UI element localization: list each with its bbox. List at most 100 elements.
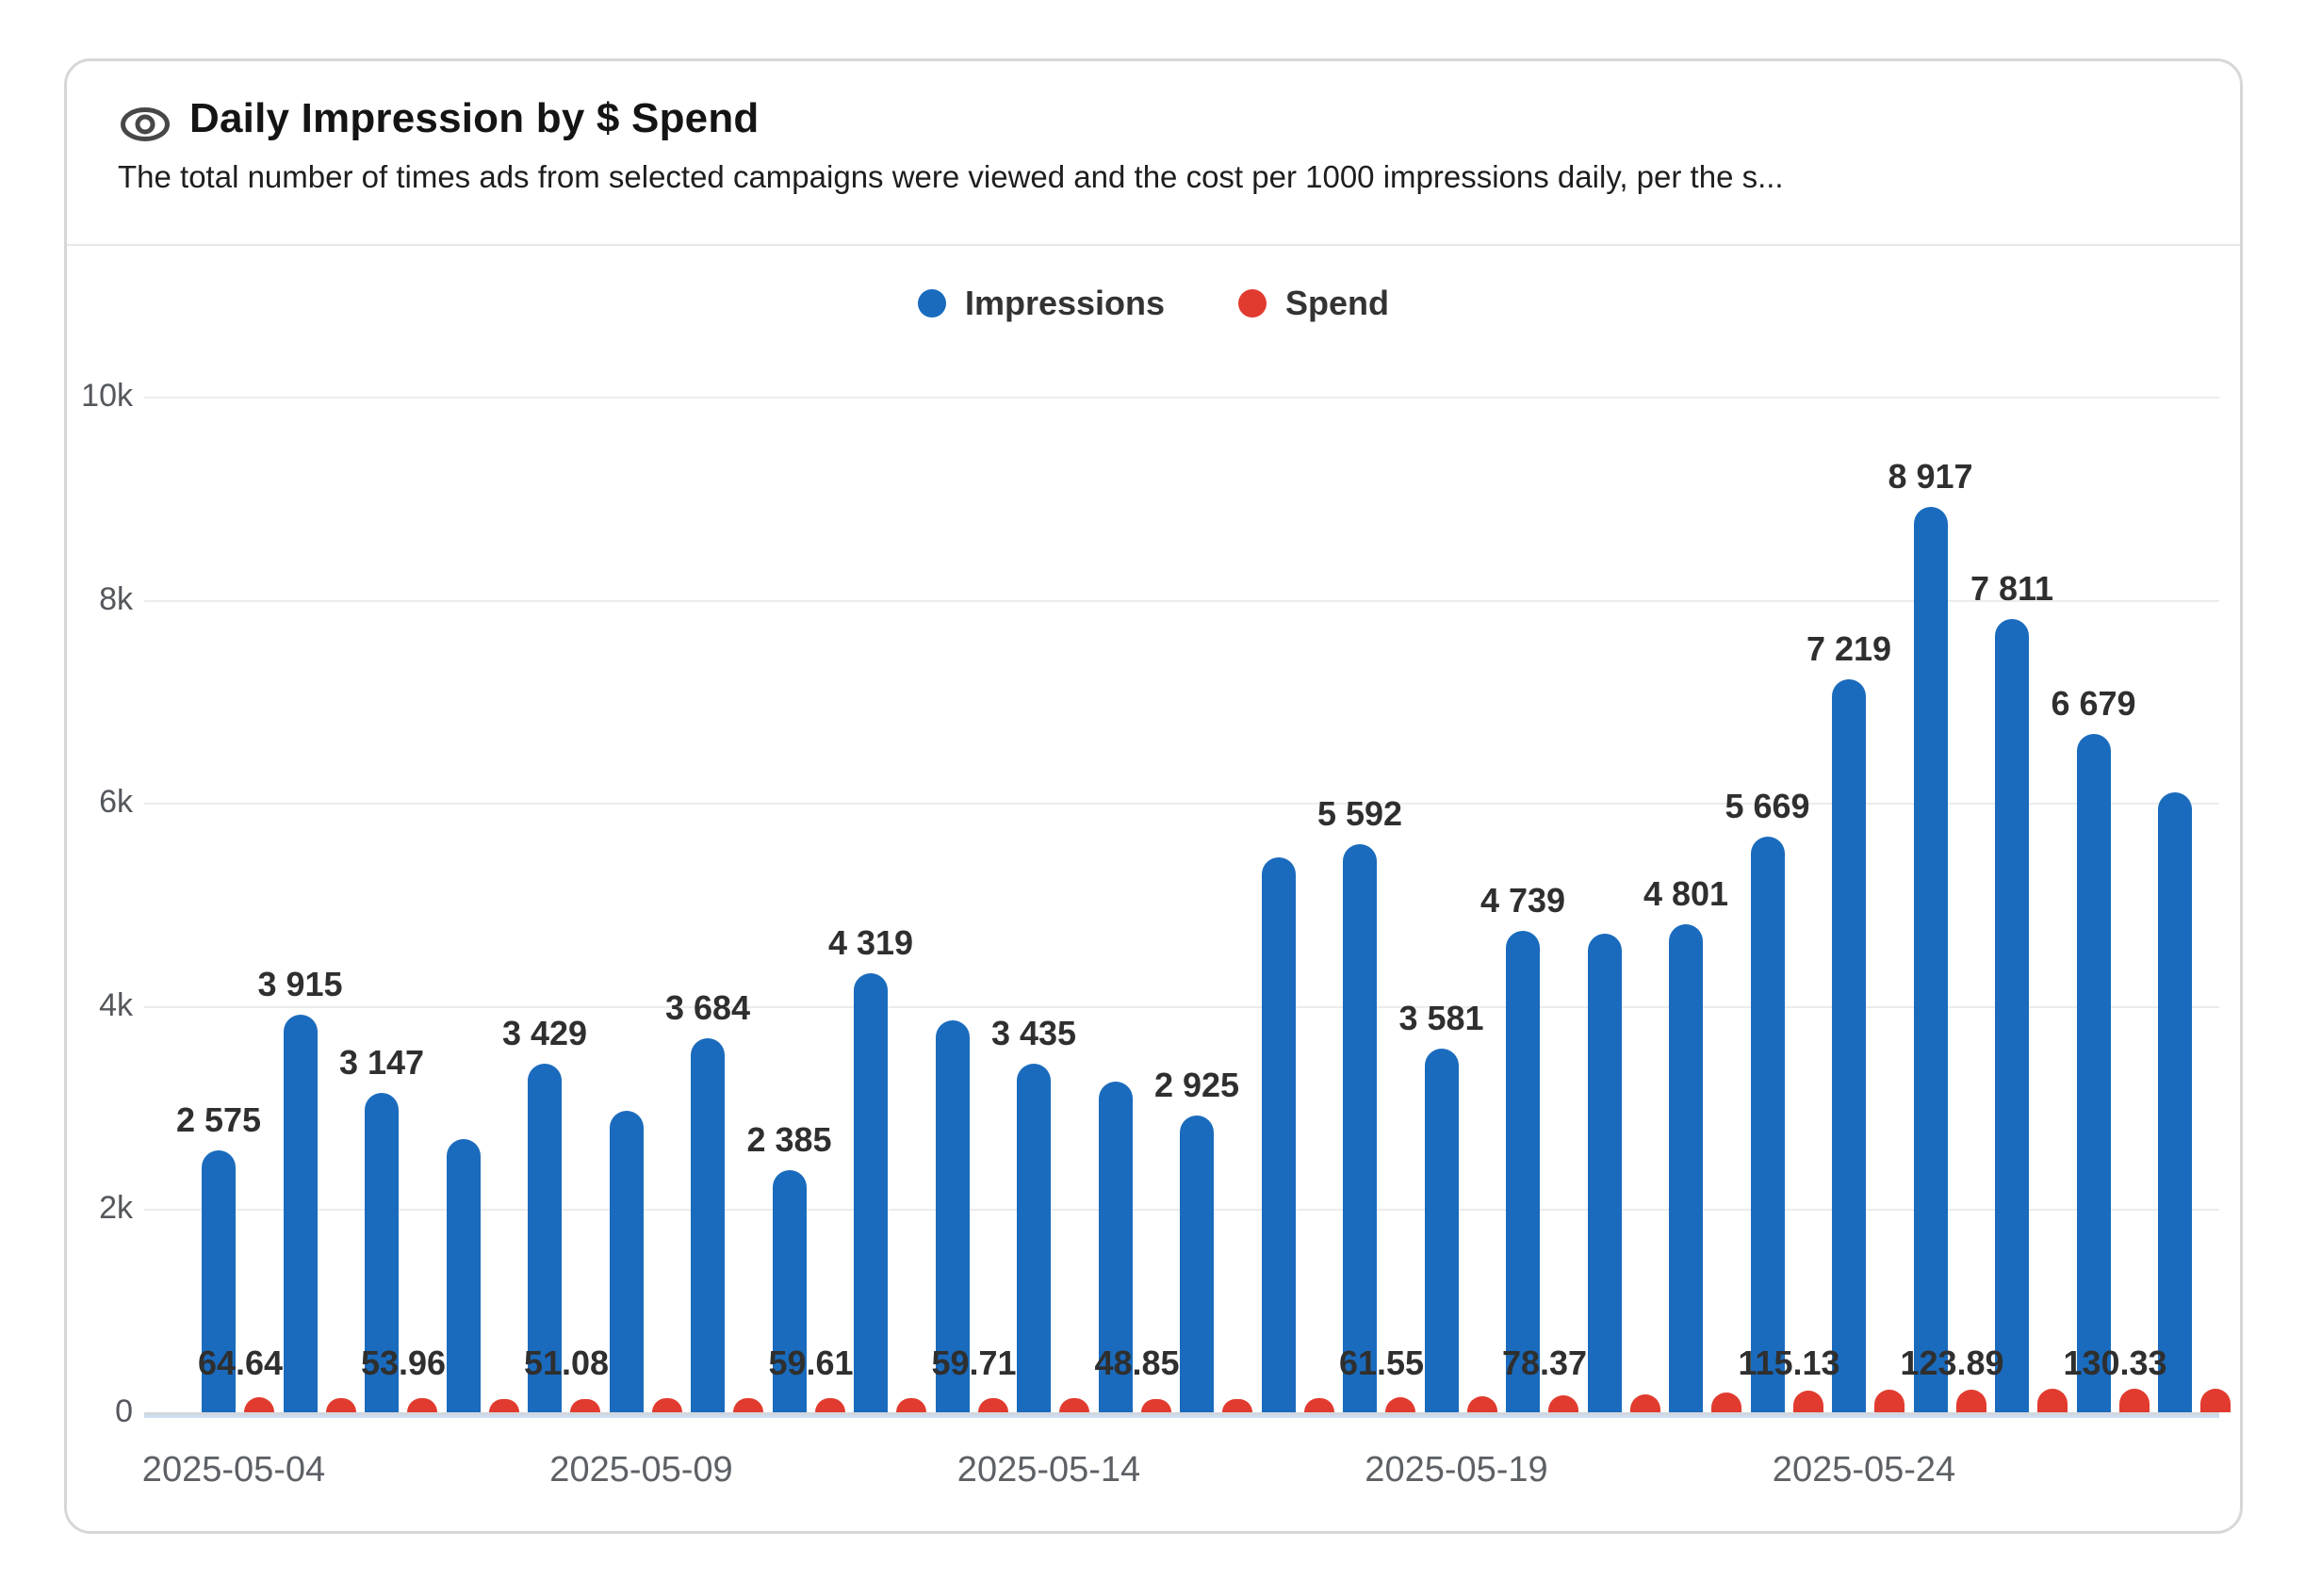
x-axis-date-label: 2025-05-09 xyxy=(549,1450,733,1490)
impressions-bar[interactable] xyxy=(446,1139,481,1412)
impressions-value-label: 3 581 xyxy=(1398,998,1484,1037)
impressions-value-label: 2 575 xyxy=(175,1100,262,1140)
spend-dot[interactable] xyxy=(2118,1388,2150,1412)
impressions-bar[interactable] xyxy=(1261,857,1296,1412)
impressions-bar[interactable] xyxy=(854,973,888,1412)
impressions-bar[interactable] xyxy=(935,1019,970,1412)
chart-legend: Impressions Spend xyxy=(67,284,2240,323)
legend-item-spend[interactable]: Spend xyxy=(1238,284,1389,323)
gridline-4k xyxy=(144,1005,2219,1008)
impressions-bar[interactable] xyxy=(283,1014,318,1412)
impressions-bar[interactable] xyxy=(1506,931,1540,1412)
spend-dot[interactable] xyxy=(2037,1389,2068,1412)
impressions-value-label: 5 669 xyxy=(1725,786,1810,825)
spend-dot[interactable] xyxy=(1303,1397,1334,1412)
spend-dot[interactable] xyxy=(1955,1389,1986,1412)
spend-dot[interactable] xyxy=(244,1396,274,1412)
spend-value-label: 59.71 xyxy=(931,1344,1017,1382)
spend-dot[interactable] xyxy=(1548,1395,1578,1412)
impressions-bar[interactable] xyxy=(609,1111,644,1412)
header-divider xyxy=(67,244,2240,246)
spend-dot[interactable] xyxy=(1711,1392,1741,1412)
chart-subtitle: The total number of times ads from selec… xyxy=(118,159,1784,194)
x-axis-date-label: 2025-05-24 xyxy=(1772,1450,1956,1490)
impressions-bar[interactable] xyxy=(1343,844,1377,1412)
spend-dot[interactable] xyxy=(1629,1393,1660,1412)
spend-value-label: 53.96 xyxy=(360,1344,447,1382)
spend-dot[interactable] xyxy=(814,1397,845,1412)
legend-dot-icon xyxy=(1238,289,1267,318)
gridline-8k xyxy=(144,599,2219,602)
impressions-value-label: 2 925 xyxy=(1153,1065,1240,1104)
spend-dot[interactable] xyxy=(407,1398,437,1412)
impressions-bar[interactable] xyxy=(1017,1063,1051,1412)
impressions-bar[interactable] xyxy=(365,1092,399,1412)
legend-label: Spend xyxy=(1285,284,1390,322)
impressions-value-label: 3 684 xyxy=(664,987,751,1027)
spend-value-label: 64.64 xyxy=(197,1344,284,1382)
card-header: Daily Impression by $ Spend The total nu… xyxy=(67,61,2240,246)
impressions-bar[interactable] xyxy=(1750,836,1785,1412)
spend-dot[interactable] xyxy=(1140,1399,1171,1412)
spend-value-label: 61.55 xyxy=(1338,1344,1425,1382)
impressions-bar[interactable] xyxy=(1832,678,1866,1412)
chart-card: Daily Impression by $ Spend The total nu… xyxy=(64,58,2243,1534)
y-axis-tick: 8k xyxy=(99,580,133,617)
spend-value-label: 48.85 xyxy=(1094,1344,1180,1382)
spend-value-label: 130.33 xyxy=(2063,1344,2167,1382)
gridline-6k xyxy=(144,803,2219,806)
spend-dot[interactable] xyxy=(488,1398,519,1412)
impressions-bar[interactable] xyxy=(1913,506,1948,1412)
impressions-bar[interactable] xyxy=(1424,1048,1459,1412)
y-axis-tick: 0 xyxy=(115,1393,133,1429)
x-axis-date-label: 2025-05-14 xyxy=(956,1450,1141,1490)
impressions-value-label: 7 811 xyxy=(1970,568,2054,608)
plot-area: 0 2k 4k 6k 8k 10k 2 575 3 915 3 147 3 429 3 684 2 3… xyxy=(67,61,2240,1531)
impressions-bar[interactable] xyxy=(2076,734,2111,1412)
spend-dot[interactable] xyxy=(1385,1397,1415,1412)
impressions-bar[interactable] xyxy=(691,1037,725,1412)
impressions-value-label: 2 385 xyxy=(746,1119,832,1159)
spend-dot[interactable] xyxy=(570,1398,600,1412)
spend-value-label: 59.61 xyxy=(768,1344,854,1382)
impressions-bar[interactable] xyxy=(1669,924,1703,1412)
impressions-bar[interactable] xyxy=(1098,1082,1133,1412)
impressions-value-label: 7 219 xyxy=(1806,628,1892,668)
impressions-value-label: 4 801 xyxy=(1643,874,1729,914)
legend-dot-icon xyxy=(917,289,946,318)
spend-value-label: 78.37 xyxy=(1501,1344,1588,1382)
spend-dot[interactable] xyxy=(1874,1390,1904,1412)
impressions-bar[interactable] xyxy=(772,1169,807,1412)
spend-dot[interactable] xyxy=(1222,1398,1252,1412)
gridline-10k xyxy=(144,397,2219,399)
spend-dot[interactable] xyxy=(1792,1390,1823,1412)
impressions-bar[interactable] xyxy=(202,1150,236,1412)
spend-dot[interactable] xyxy=(1059,1398,1089,1412)
x-axis-line xyxy=(144,1412,2219,1415)
spend-value-label: 123.89 xyxy=(1900,1344,2004,1382)
impressions-value-label: 4 739 xyxy=(1479,881,1566,920)
spend-dot[interactable] xyxy=(733,1398,763,1412)
impressions-bar[interactable] xyxy=(1587,934,1622,1412)
impressions-value-label: 8 917 xyxy=(1888,456,1973,496)
impressions-bar[interactable] xyxy=(1995,618,2029,1412)
impressions-value-label: 5 592 xyxy=(1316,794,1403,834)
spend-dot[interactable] xyxy=(1466,1396,1497,1412)
eye-icon xyxy=(121,107,170,141)
impressions-value-label: 3 915 xyxy=(257,964,343,1003)
legend-item-impressions[interactable]: Impressions xyxy=(917,284,1165,323)
impressions-value-label: 3 147 xyxy=(338,1042,425,1082)
spend-dot[interactable] xyxy=(896,1397,926,1412)
impressions-value-label: 6 679 xyxy=(2051,684,2136,723)
spend-dot[interactable] xyxy=(977,1397,1008,1412)
x-axis-underline xyxy=(144,1415,2219,1418)
impressions-bar[interactable] xyxy=(528,1064,562,1412)
impressions-bar[interactable] xyxy=(1180,1115,1214,1412)
spend-value-label: 51.08 xyxy=(523,1344,610,1382)
spend-dot[interactable] xyxy=(325,1397,356,1412)
impressions-bar[interactable] xyxy=(2158,792,2192,1412)
impressions-value-label: 4 319 xyxy=(827,923,914,963)
spend-dot[interactable] xyxy=(2200,1388,2231,1412)
y-axis-tick: 2k xyxy=(99,1190,133,1227)
spend-dot[interactable] xyxy=(651,1398,682,1412)
